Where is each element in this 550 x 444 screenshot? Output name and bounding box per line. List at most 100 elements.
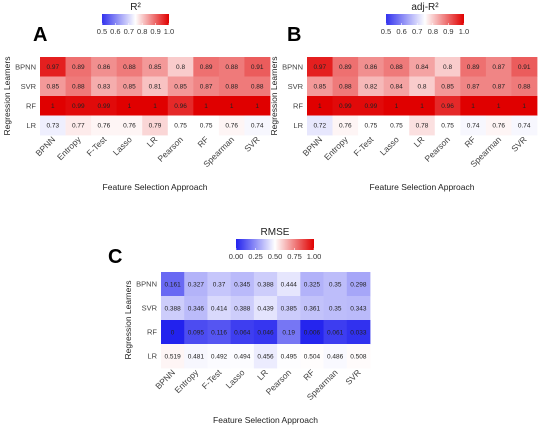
cell-value-label: 0.85 xyxy=(441,84,454,91)
colorbar-tick-label: 0.8 xyxy=(137,27,147,36)
column-label: RF xyxy=(462,134,477,149)
column-label: RF xyxy=(301,367,316,382)
colorbar-tick-label: 1.0 xyxy=(164,27,174,36)
y-axis-title: Regression Learners xyxy=(269,57,279,136)
heatmap-cell xyxy=(409,96,436,116)
heatmap-cell xyxy=(323,320,348,345)
heatmap-cell xyxy=(40,76,66,97)
cell-value-label: 0.343 xyxy=(350,305,367,312)
heatmap-cell xyxy=(346,272,371,297)
colorbar-tick-label: 0.75 xyxy=(287,252,302,261)
x-axis-title: Feature Selection Approach xyxy=(370,182,475,192)
heatmap-cell xyxy=(116,57,143,77)
heatmap-cell xyxy=(332,115,359,136)
cell-value-label: 0.161 xyxy=(164,281,181,288)
column-label: LR xyxy=(412,134,427,149)
heatmap-cell xyxy=(207,344,232,369)
heatmap-cell xyxy=(485,115,512,136)
colorbar-tick-label: 0.7 xyxy=(412,27,422,36)
column-label: Pearson xyxy=(264,367,294,397)
heatmap-cell xyxy=(383,57,410,77)
cell-value-label: 0.73 xyxy=(46,123,59,130)
cell-value-label: 0.97 xyxy=(46,64,59,71)
heatmap-cell xyxy=(383,115,410,136)
x-axis-title: Feature Selection Approach xyxy=(103,182,208,192)
heatmap-cell xyxy=(383,96,410,116)
heatmap-cell xyxy=(218,96,245,116)
cell-value-label: 0.78 xyxy=(416,123,429,130)
column-label: Lasso xyxy=(111,134,134,157)
cell-value-label: 0.89 xyxy=(339,64,352,71)
colorbar-title: RMSE xyxy=(261,227,290,238)
cell-value-label: 0.8 xyxy=(443,64,452,71)
heatmap-cell xyxy=(40,115,66,136)
cell-value-label: 0.85 xyxy=(313,84,326,91)
heatmap-cell xyxy=(116,96,143,116)
colorbar-title: adj-R² xyxy=(411,2,439,13)
heatmap-cell xyxy=(65,76,92,97)
heatmap-cell xyxy=(460,57,487,77)
heatmap-cell xyxy=(218,115,245,136)
cell-value-label: 0.76 xyxy=(123,123,136,130)
heatmap-cell xyxy=(307,115,333,136)
cell-value-label: 0.095 xyxy=(188,329,205,336)
heatmap-cell xyxy=(207,272,232,297)
cell-value-label: 0.76 xyxy=(225,123,238,130)
cell-value-label: 0.444 xyxy=(281,281,298,288)
heatmap-cell xyxy=(142,57,169,77)
heatmap-cell xyxy=(460,115,487,136)
heatmap-cell xyxy=(161,320,185,345)
heatmap-cell xyxy=(167,115,194,136)
heatmap-cell xyxy=(161,296,185,321)
heatmap-cell xyxy=(383,76,410,97)
column-label: F-Test xyxy=(200,367,224,391)
x-axis-title: Feature Selection Approach xyxy=(213,415,318,425)
cell-value-label: 0.87 xyxy=(467,84,480,91)
colorbar-tick-label: 0.50 xyxy=(268,252,283,261)
cell-value-label: 0.85 xyxy=(174,84,187,91)
cell-value-label: 0.37 xyxy=(213,281,226,288)
cell-value-label: 0.75 xyxy=(365,123,378,130)
colorbar-tick-label: 0.5 xyxy=(97,27,107,36)
heatmap-cell xyxy=(511,96,538,116)
cell-value-label: 1 xyxy=(230,103,234,110)
cell-value-label: 0.77 xyxy=(72,123,85,130)
heatmap-cell xyxy=(460,96,487,116)
heatmap-cell xyxy=(300,296,324,321)
cell-value-label: 0.89 xyxy=(72,64,85,71)
heatmap-cell xyxy=(511,115,538,136)
cell-value-label: 0.88 xyxy=(518,84,531,91)
cell-value-label: 0.88 xyxy=(251,84,264,91)
heatmap-cell xyxy=(253,320,278,345)
heatmap-cell xyxy=(323,344,348,369)
colorbar xyxy=(386,14,464,25)
colorbar-tick-label: 1.0 xyxy=(459,27,469,36)
cell-value-label: 0.388 xyxy=(257,281,274,288)
cell-value-label: 1 xyxy=(420,103,424,110)
heatmap-cell xyxy=(358,76,385,97)
row-label: BPNN xyxy=(15,62,36,71)
cell-value-label: 0.486 xyxy=(327,353,344,360)
heatmap-cell xyxy=(307,76,333,97)
heatmap-cell xyxy=(193,115,220,136)
cell-value-label: 1 xyxy=(51,103,55,110)
heatmap-cell xyxy=(277,320,301,345)
cell-value-label: 1 xyxy=(255,103,259,110)
heatmap-cell xyxy=(511,76,538,97)
cell-value-label: 0.87 xyxy=(200,84,213,91)
column-label: BPNN xyxy=(300,134,324,158)
cell-value-label: 0.83 xyxy=(98,84,111,91)
y-axis-title: Regression Learners xyxy=(123,281,133,360)
heatmap-cell xyxy=(253,272,278,297)
column-label: SVR xyxy=(242,134,261,153)
heatmap-panel-b: adj-R² 0.5 0.6 0.7 0.8 0.9 1.0 0.97 0.89 0.86 0.88… xyxy=(269,2,538,192)
cell-value-label: 0.76 xyxy=(492,123,505,130)
cell-value-label: 0.8 xyxy=(417,84,426,91)
heatmap-cell xyxy=(511,57,538,77)
panel-letter-a: A xyxy=(33,24,47,46)
cell-value-label: 0.456 xyxy=(257,353,274,360)
cell-value-label: 1 xyxy=(471,103,475,110)
heatmap-cell xyxy=(116,76,143,97)
column-label: Entropy xyxy=(55,134,83,162)
cell-value-label: 0.91 xyxy=(251,64,264,71)
